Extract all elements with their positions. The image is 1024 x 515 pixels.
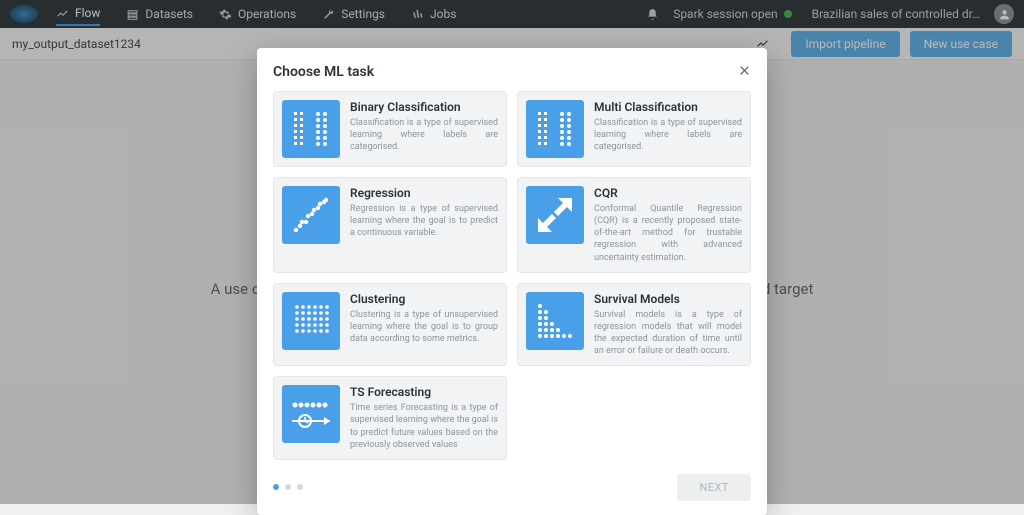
- task-title: TS Forecasting: [350, 385, 498, 399]
- survival-icon: [526, 292, 584, 350]
- task-desc: Conformal Quantile Regression (CQR) is a…: [594, 203, 742, 264]
- ml-task-modal: Choose ML task Binary Classification Cla…: [257, 48, 767, 515]
- next-button[interactable]: NEXT: [677, 474, 751, 501]
- task-title: CQR: [594, 186, 742, 200]
- task-title: Regression: [350, 186, 498, 200]
- task-card-cqr[interactable]: CQR Conformal Quantile Regression (CQR) …: [517, 177, 751, 273]
- modal-title: Choose ML task: [273, 64, 374, 80]
- task-card-binary-classification[interactable]: Binary Classification Classification is …: [273, 91, 507, 167]
- task-desc: Classification is a type of supervised l…: [594, 117, 742, 153]
- task-desc: Classification is a type of supervised l…: [350, 117, 498, 153]
- task-title: Binary Classification: [350, 100, 498, 114]
- task-card-clustering[interactable]: Clustering Clustering is a type of unsup…: [273, 283, 507, 367]
- task-title: Survival Models: [594, 292, 742, 306]
- task-card-grid: Binary Classification Classification is …: [273, 91, 751, 460]
- task-desc: Survival models is a type of regression …: [594, 309, 742, 358]
- task-card-regression[interactable]: Regression Regression is a type of super…: [273, 177, 507, 273]
- clustering-icon: [282, 292, 340, 350]
- step-dots: [273, 484, 303, 490]
- task-title: Clustering: [350, 292, 498, 306]
- task-card-survival[interactable]: Survival Models Survival models is a typ…: [517, 283, 751, 367]
- task-title: Multi Classification: [594, 100, 742, 114]
- binary-classification-icon: [282, 100, 340, 158]
- regression-icon: [282, 186, 340, 244]
- task-desc: Clustering is a type of unsupervised lea…: [350, 309, 498, 345]
- task-card-ts-forecasting[interactable]: TS Forecasting Time series Forecasting i…: [273, 376, 507, 460]
- dot-icon: [297, 484, 303, 490]
- cqr-icon: [526, 186, 584, 244]
- close-button[interactable]: [738, 62, 751, 81]
- task-card-multi-classification[interactable]: Multi Classification Classification is a…: [517, 91, 751, 167]
- ts-forecasting-icon: [282, 385, 340, 443]
- dot-icon: [273, 484, 279, 490]
- task-desc: Time series Forecasting is a type of sup…: [350, 402, 498, 451]
- close-icon: [738, 64, 751, 77]
- task-desc: Regression is a type of supervised learn…: [350, 203, 498, 239]
- multi-classification-icon: [526, 100, 584, 158]
- dot-icon: [285, 484, 291, 490]
